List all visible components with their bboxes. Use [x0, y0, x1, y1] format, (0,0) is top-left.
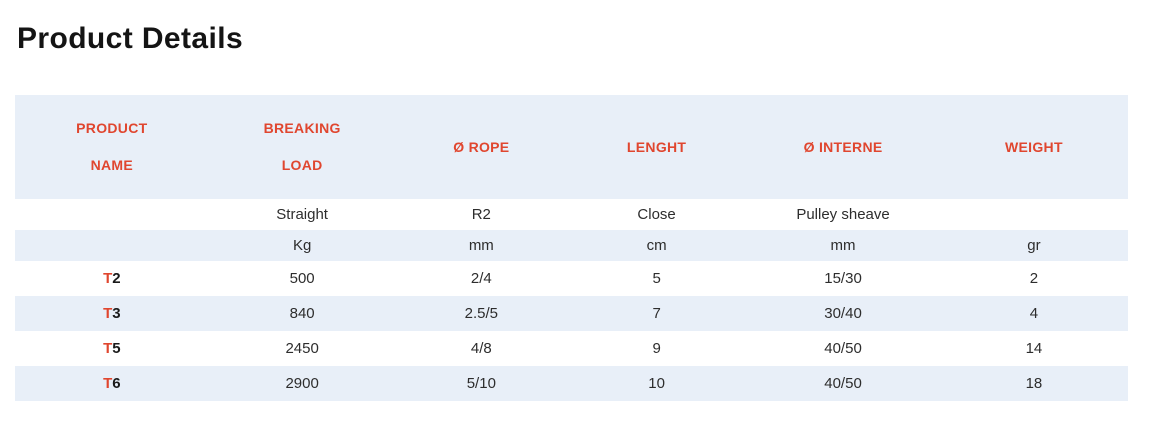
table-row: T2 500 2/4 5 15/30 2: [15, 261, 1128, 296]
header-line: NAME: [90, 157, 134, 173]
header-line: Ø INTERNE: [803, 138, 883, 155]
product-name-cell: T2: [15, 270, 209, 287]
product-name-prefix: T: [103, 340, 113, 357]
type-interne-cell: Pulley sheave: [796, 206, 890, 223]
weight-cell: 2: [1029, 270, 1039, 287]
table-row: T3 840 2.5/5 7 30/40 4: [15, 296, 1128, 331]
weight-cell: 18: [1025, 375, 1043, 392]
interne-cell: 30/40: [824, 305, 862, 322]
type-length-cell: Close: [637, 206, 676, 223]
rope-cell: 2.5/5: [464, 305, 498, 322]
header-line: WEIGHT: [1005, 138, 1063, 155]
table-row: T5 2450 4/8 9 40/50 14: [15, 331, 1128, 366]
type-rope-cell: R2: [471, 206, 491, 223]
header-breaking-load: BREAKING LOAD: [209, 110, 396, 184]
header-length: LENGHT: [567, 129, 746, 166]
rope-cell: 5/10: [466, 375, 496, 392]
header-line: BREAKING: [263, 120, 341, 136]
header-line: PRODUCT: [76, 120, 148, 136]
interne-cell: 40/50: [824, 340, 862, 357]
length-cell: 9: [652, 340, 661, 357]
header-line: Ø ROPE: [453, 138, 510, 155]
product-name-number: 6: [112, 375, 121, 392]
header-weight: WEIGHT: [940, 129, 1128, 166]
product-name-cell: T5: [15, 340, 209, 357]
unit-breaking-load-cell: Kg: [292, 237, 312, 254]
product-name-number: 3: [112, 305, 121, 322]
interne-cell: 40/50: [824, 375, 862, 392]
header-line: LENGHT: [626, 138, 687, 155]
table-units-row: Kg mm cm mm gr: [15, 230, 1128, 261]
product-name-number: 2: [112, 270, 121, 287]
length-cell: 5: [652, 270, 661, 287]
page-title: Product Details: [17, 22, 244, 55]
product-name-cell: T6: [15, 375, 209, 392]
header-product-name: PRODUCT NAME: [15, 110, 209, 184]
product-details-table: PRODUCT NAME BREAKING LOAD Ø ROPE LENGHT…: [15, 95, 1128, 401]
length-cell: 10: [648, 375, 665, 392]
product-name-number: 5: [112, 340, 121, 357]
product-name-prefix: T: [103, 375, 113, 392]
breaking-load-cell: 500: [289, 270, 315, 287]
interne-cell: 15/30: [824, 270, 862, 287]
breaking-load-cell: 2900: [285, 375, 319, 392]
product-name-prefix: T: [103, 305, 113, 322]
unit-weight-cell: gr: [1027, 237, 1041, 254]
unit-interne-cell: mm: [830, 237, 856, 254]
unit-length-cell: cm: [646, 237, 667, 254]
unit-rope-cell: mm: [468, 237, 494, 254]
header-rope-diameter: Ø ROPE: [396, 129, 567, 166]
breaking-load-cell: 2450: [285, 340, 319, 357]
table-row: T6 2900 5/10 10 40/50 18: [15, 366, 1128, 401]
weight-cell: 4: [1029, 305, 1039, 322]
product-name-cell: T3: [15, 305, 209, 322]
header-interne-diameter: Ø INTERNE: [746, 129, 940, 166]
header-line: LOAD: [281, 157, 323, 173]
breaking-load-cell: 840: [289, 305, 315, 322]
length-cell: 7: [652, 305, 661, 322]
product-name-prefix: T: [103, 270, 113, 287]
table-header-row: PRODUCT NAME BREAKING LOAD Ø ROPE LENGHT…: [15, 95, 1128, 199]
table-type-row: Straight R2 Close Pulley sheave: [15, 199, 1128, 230]
weight-cell: 14: [1025, 340, 1043, 357]
rope-cell: 2/4: [470, 270, 492, 287]
type-breaking-load-cell: Straight: [276, 206, 328, 223]
rope-cell: 4/8: [470, 340, 492, 357]
